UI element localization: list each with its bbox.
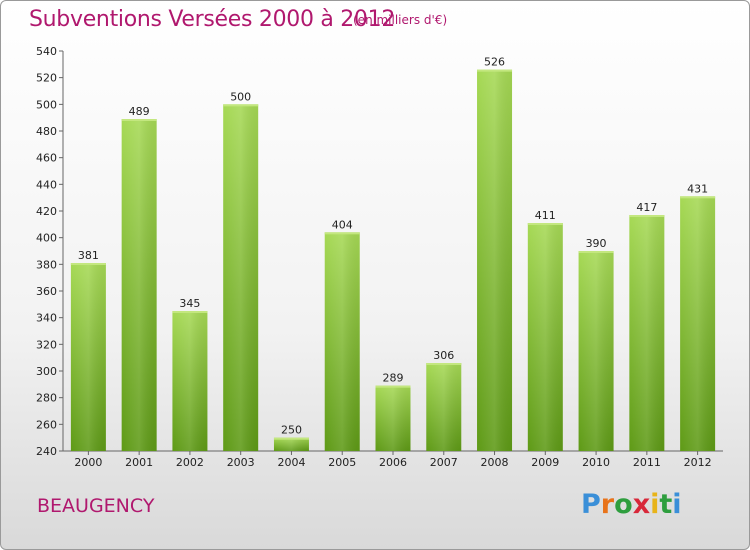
city-name: BEAUGENCY [37, 495, 155, 517]
y-tick-label: 440 [36, 178, 57, 191]
bar-shine-2009 [527, 223, 563, 451]
value-label-2012: 431 [687, 182, 708, 195]
x-tick-label: 2012 [684, 456, 712, 469]
bar-top-2009 [527, 223, 563, 225]
value-label-2009: 411 [535, 209, 556, 222]
bar-top-2008 [477, 69, 513, 72]
x-tick-label: 2007 [430, 456, 458, 469]
x-tick-label: 2001 [125, 456, 153, 469]
value-labels: 381 489 345 500 250 404 289 306 526 411 390 417 431 [78, 56, 708, 437]
x-tick-label: 2008 [481, 456, 509, 469]
y-tick-label: 300 [36, 365, 57, 378]
bar-shine-2007 [426, 363, 462, 451]
value-label-2000: 381 [78, 249, 99, 262]
y-tick-label: 460 [36, 152, 57, 165]
x-tick-label: 2011 [633, 456, 661, 469]
y-tick-label: 260 [36, 418, 57, 431]
bar-top-2007 [426, 363, 462, 365]
bar-shine-2003 [223, 104, 259, 451]
logo-letter: o [614, 489, 633, 520]
y-tick-label: 340 [36, 312, 57, 325]
bar-shine-2006 [375, 385, 411, 451]
value-label-2006: 289 [383, 372, 404, 385]
y-tick-label: 540 [36, 45, 57, 58]
bars [70, 69, 716, 452]
y-tick-label: 520 [36, 72, 57, 85]
bar-top-2010 [578, 251, 614, 253]
logo-letter: r [600, 489, 615, 520]
bar-shine-2002 [172, 311, 208, 451]
bar-shine-2004 [273, 437, 309, 451]
bar-shine-2000 [70, 263, 106, 451]
x-axis: 2000 2001 2002 2003 2004 2005 2006 2007 2008 2009… [63, 450, 723, 469]
bar-top-2004 [273, 437, 309, 440]
bar-top-2005 [324, 232, 360, 235]
x-tick-label: 2006 [379, 456, 407, 469]
y-tick-label: 420 [36, 205, 57, 218]
y-tick-label: 500 [36, 98, 57, 111]
logo-letter: i [672, 489, 682, 520]
bar-top-2001 [121, 119, 157, 121]
x-tick-label: 2003 [227, 456, 255, 469]
value-label-2001: 489 [129, 105, 150, 118]
bar-shine-2012 [680, 196, 716, 451]
chart-subtitle: (en milliers d'€) [353, 13, 448, 27]
logo-letter: i [650, 489, 660, 520]
bar-shine-2011 [629, 215, 665, 451]
y-tick-label: 400 [36, 232, 57, 245]
logo-letter: x [632, 489, 651, 520]
value-label-2007: 306 [433, 349, 454, 362]
bar-top-2012 [680, 196, 716, 199]
chart-title: Subventions Versées 2000 à 2012 [29, 7, 396, 32]
x-tick-label: 2005 [328, 456, 356, 469]
x-tick-label: 2009 [531, 456, 559, 469]
x-tick-label: 2010 [582, 456, 610, 469]
y-tick-label: 480 [36, 125, 57, 138]
x-tick-label: 2004 [277, 456, 305, 469]
value-label-2011: 417 [636, 201, 657, 214]
bar-shine-2008 [477, 69, 513, 452]
bar-shine-2005 [324, 232, 360, 451]
bar-shine-2001 [121, 119, 157, 451]
value-label-2002: 345 [179, 297, 200, 310]
logo-letter: P [581, 489, 601, 520]
y-tick-label: 360 [36, 285, 57, 298]
x-tick-label: 2000 [74, 456, 102, 469]
y-tick-label: 280 [36, 392, 57, 405]
value-label-2005: 404 [332, 218, 353, 231]
value-label-2008: 526 [484, 56, 505, 69]
proxiti-logo: Proxiti [581, 489, 682, 520]
bar-shine-2010 [578, 251, 614, 451]
bar-top-2011 [629, 215, 665, 217]
y-axis: 240 260 280 300 320 340 360 380 400 420 440 460 480 5… [36, 45, 64, 458]
value-label-2003: 500 [230, 90, 251, 103]
y-tick-label: 320 [36, 338, 57, 351]
bar-top-2006 [375, 385, 411, 388]
y-tick-label: 240 [36, 445, 57, 458]
logo-letter: t [659, 489, 673, 520]
y-tick-label: 380 [36, 258, 57, 271]
x-tick-label: 2002 [176, 456, 204, 469]
value-label-2004: 250 [281, 424, 302, 437]
bar-top-2000 [70, 263, 106, 265]
bar-top-2002 [172, 311, 208, 313]
bar-top-2003 [223, 104, 259, 107]
value-label-2010: 390 [586, 237, 607, 250]
